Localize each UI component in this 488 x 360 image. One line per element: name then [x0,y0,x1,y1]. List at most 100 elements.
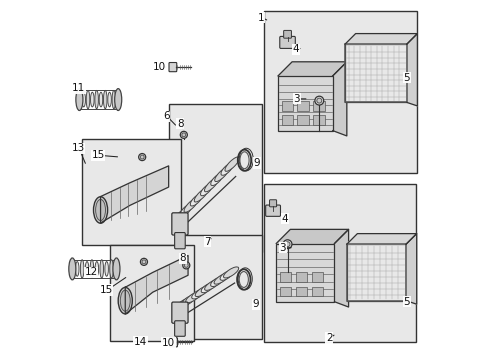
Ellipse shape [93,197,107,223]
Text: 14: 14 [134,337,147,347]
FancyBboxPatch shape [278,76,332,131]
Ellipse shape [104,262,108,276]
Ellipse shape [96,199,105,221]
Polygon shape [332,62,346,136]
Text: 1: 1 [258,13,264,23]
FancyBboxPatch shape [283,30,291,38]
FancyBboxPatch shape [168,104,262,252]
Text: 6: 6 [163,112,169,121]
FancyBboxPatch shape [313,101,324,111]
Text: 11: 11 [72,83,85,93]
Text: 5: 5 [403,73,409,83]
FancyBboxPatch shape [279,36,295,48]
Ellipse shape [95,90,98,109]
Ellipse shape [76,89,83,111]
Ellipse shape [114,89,122,111]
FancyBboxPatch shape [171,213,188,235]
FancyBboxPatch shape [264,184,415,342]
Ellipse shape [223,267,238,278]
Text: 5: 5 [403,297,409,307]
Ellipse shape [314,96,323,105]
FancyBboxPatch shape [169,63,176,72]
Ellipse shape [283,240,291,249]
Ellipse shape [80,260,84,278]
Ellipse shape [70,260,74,278]
Ellipse shape [204,177,219,192]
Ellipse shape [180,204,192,216]
Text: 8: 8 [179,253,186,263]
Polygon shape [334,229,348,307]
FancyBboxPatch shape [109,245,194,341]
FancyBboxPatch shape [82,139,181,245]
FancyBboxPatch shape [281,116,292,125]
Ellipse shape [204,279,219,291]
Ellipse shape [191,289,204,299]
Ellipse shape [176,298,191,309]
FancyBboxPatch shape [279,273,290,282]
Text: 8: 8 [177,118,183,129]
Ellipse shape [224,157,239,171]
Ellipse shape [107,92,111,107]
FancyBboxPatch shape [276,243,334,302]
Ellipse shape [100,260,103,278]
Ellipse shape [194,188,208,202]
Ellipse shape [183,262,189,269]
Ellipse shape [220,271,232,280]
Ellipse shape [180,131,187,138]
FancyBboxPatch shape [174,321,185,336]
Ellipse shape [185,292,201,303]
Text: 7: 7 [203,237,210,247]
FancyBboxPatch shape [313,116,324,125]
Polygon shape [276,229,348,243]
Ellipse shape [140,155,144,159]
Ellipse shape [90,260,94,278]
Ellipse shape [69,258,76,280]
FancyBboxPatch shape [171,302,188,323]
Text: 12: 12 [84,267,98,278]
Ellipse shape [140,258,147,265]
Ellipse shape [78,90,81,109]
Polygon shape [125,256,188,314]
Ellipse shape [221,163,233,175]
FancyBboxPatch shape [168,235,262,339]
Ellipse shape [90,92,94,107]
FancyBboxPatch shape [297,116,308,125]
Ellipse shape [285,242,289,247]
Ellipse shape [86,90,90,109]
FancyBboxPatch shape [264,11,417,173]
Ellipse shape [182,296,194,305]
Text: 15: 15 [100,285,113,295]
Ellipse shape [114,262,118,276]
Ellipse shape [95,262,99,276]
FancyBboxPatch shape [279,287,290,296]
Polygon shape [346,234,416,244]
Ellipse shape [85,262,89,276]
Polygon shape [278,62,346,76]
FancyBboxPatch shape [297,101,308,111]
Ellipse shape [142,260,145,264]
Ellipse shape [99,92,102,107]
Polygon shape [101,166,168,223]
Ellipse shape [214,273,229,284]
Text: 13: 13 [71,143,84,153]
FancyBboxPatch shape [311,287,322,296]
Text: 15: 15 [91,150,104,160]
FancyBboxPatch shape [265,205,280,216]
Ellipse shape [201,283,213,293]
Ellipse shape [75,262,79,276]
Text: 9: 9 [252,299,259,309]
Ellipse shape [182,133,185,137]
Text: 4: 4 [281,214,288,224]
FancyBboxPatch shape [346,244,405,301]
FancyBboxPatch shape [269,200,276,207]
Ellipse shape [103,90,107,109]
Text: 9: 9 [253,158,260,168]
Ellipse shape [120,290,130,311]
Text: 3: 3 [279,243,285,253]
Polygon shape [345,33,417,44]
Ellipse shape [210,277,223,287]
Ellipse shape [173,208,188,222]
FancyBboxPatch shape [345,44,406,102]
Ellipse shape [116,92,120,107]
Ellipse shape [210,174,223,185]
